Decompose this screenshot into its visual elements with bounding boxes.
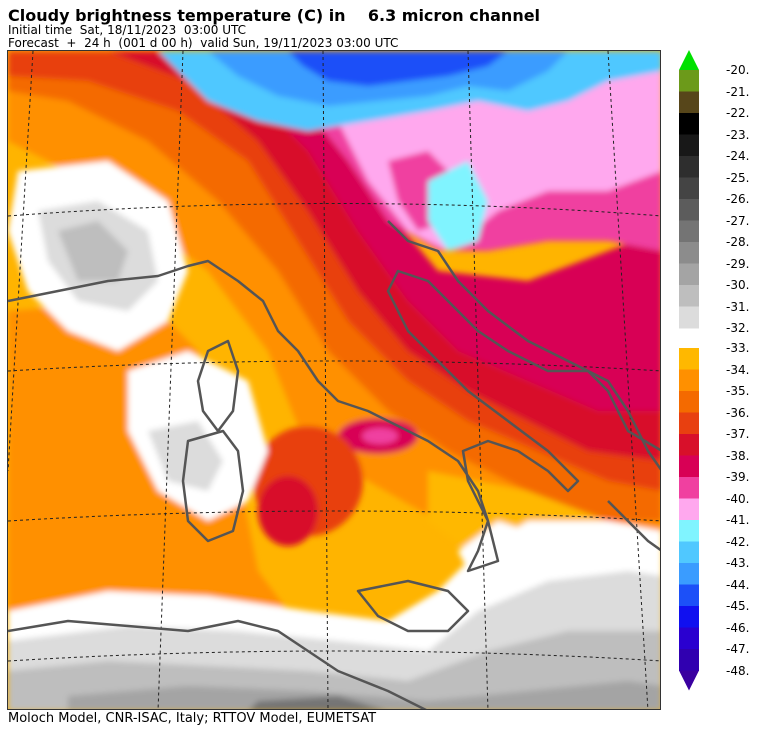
colorbar-swatch-upper (679, 242, 699, 264)
colorbar-label: -28. (726, 235, 750, 249)
coast-greece (607, 500, 660, 552)
field-crimson (178, 51, 660, 411)
colorbar-label: -46. (726, 620, 750, 635)
forecast-time-text: Forecast + 24 h (001 d 00 h) valid Sun, … (8, 36, 399, 50)
colorbar-arrow-top (679, 50, 699, 70)
colorbar-label: -48. (726, 663, 750, 678)
graticule-lon-1 (8, 51, 34, 472)
colorbar-swatch-upper (679, 199, 699, 221)
colorbar-swatch-lower (679, 498, 699, 521)
colorbar-label: -36. (726, 405, 750, 420)
colorbar-label: -38. (726, 448, 750, 463)
colorbar-swatch-lower (679, 584, 699, 607)
coast-balkans (387, 220, 660, 471)
colorbar-label: -43. (726, 556, 750, 570)
colorbar-swatch-lower (679, 391, 699, 413)
colorbar-swatch-lower (679, 563, 699, 585)
initial-time-text: Initial time Sat, 18/11/2023 03:00 UTC (8, 23, 247, 37)
colorbar-swatch-upper (679, 285, 699, 307)
field-darkest-grey-south (250, 696, 382, 709)
colorbar-swatch-lower (679, 455, 699, 478)
colorbar-swatch-upper (679, 134, 699, 157)
graticule-lon-5 (607, 51, 649, 709)
map-frame (7, 50, 661, 710)
colorbar-swatch-lower (679, 477, 699, 499)
colorbar-label: -30. (726, 278, 750, 292)
colorbar-swatch-lower (679, 541, 699, 564)
coast-sardinia (181, 429, 245, 543)
coast-sicily (356, 579, 470, 633)
temperature-map (8, 51, 660, 709)
coast-corsica (196, 339, 240, 433)
model-credit: Moloch Model, CNR-ISAC, Italy; RTTOV Mod… (8, 711, 377, 726)
field-cyan-spot (428, 161, 488, 251)
colorbar-swatch-upper (679, 220, 699, 243)
colorbar-swatch-lower (679, 606, 699, 628)
colorbar-label: -42. (726, 534, 750, 549)
colorbar-swatch-lower (679, 649, 699, 671)
graticule-lon-4 (467, 51, 489, 709)
graticule-lon-2 (157, 51, 184, 709)
colorbar-swatch-lower (679, 348, 699, 370)
colorbar-label: -39. (726, 470, 750, 484)
colorbar-swatch-upper (679, 113, 699, 135)
colorbar-label: -40. (726, 491, 750, 506)
colorbar-swatch-lower (679, 627, 699, 650)
colorbar-swatch-upper (679, 306, 699, 329)
field-grey-west-core (58, 221, 128, 281)
colorbar-label: -31. (726, 299, 750, 314)
colorbar-swatch-upper (679, 156, 699, 178)
graticule-lon-3 (322, 51, 329, 709)
colorbar-label: -23. (726, 127, 750, 142)
map-title: Cloudy brightness temperature (C) in 6.3… (8, 6, 541, 25)
colorbar-label: -37. (726, 427, 750, 441)
colorbar-swatch-upper (679, 91, 699, 114)
field-dark-grey-south (68, 681, 660, 709)
colorbar-swatch-lower (679, 412, 699, 435)
colorbar-label: -45. (726, 599, 750, 613)
colorbar-label: -25. (726, 170, 750, 185)
colorbar-swatch-lower (679, 434, 699, 456)
colorbar-swatch-lower (679, 520, 699, 542)
colorbar-label: -22. (726, 106, 750, 120)
colorbar-swatch-upper (679, 263, 699, 286)
colorbar-label: -41. (726, 513, 750, 527)
colorbar-label: -33. (726, 341, 750, 355)
colorbar-label: -26. (726, 192, 750, 206)
colorbar-swatch-upper (679, 70, 699, 92)
coast-north-africa (8, 619, 427, 709)
colorbar (679, 50, 699, 691)
colorbar-label: -21. (726, 84, 750, 99)
colorbar-label: -29. (726, 256, 750, 271)
colorbar-label: -27. (726, 213, 750, 228)
coast-italy (8, 259, 660, 573)
colorbar-label: -20. (726, 63, 750, 77)
field-deep-blue (288, 51, 508, 86)
colorbar-label: -44. (726, 577, 750, 592)
coastlines (8, 220, 660, 709)
colorbar-swatch-upper (679, 177, 699, 200)
colorbar-arrow-bottom (679, 670, 699, 691)
colorbar-label: -47. (726, 642, 750, 656)
field-core-magenta (362, 428, 398, 444)
colorbar-label: -32. (726, 321, 750, 335)
graticule (8, 51, 660, 709)
colorbar-label: -34. (726, 362, 750, 377)
field-red-core (258, 476, 318, 546)
colorbar-swatch-lower (679, 369, 699, 392)
colorbar-label: -24. (726, 149, 750, 163)
colorbar-label: -35. (726, 384, 750, 398)
